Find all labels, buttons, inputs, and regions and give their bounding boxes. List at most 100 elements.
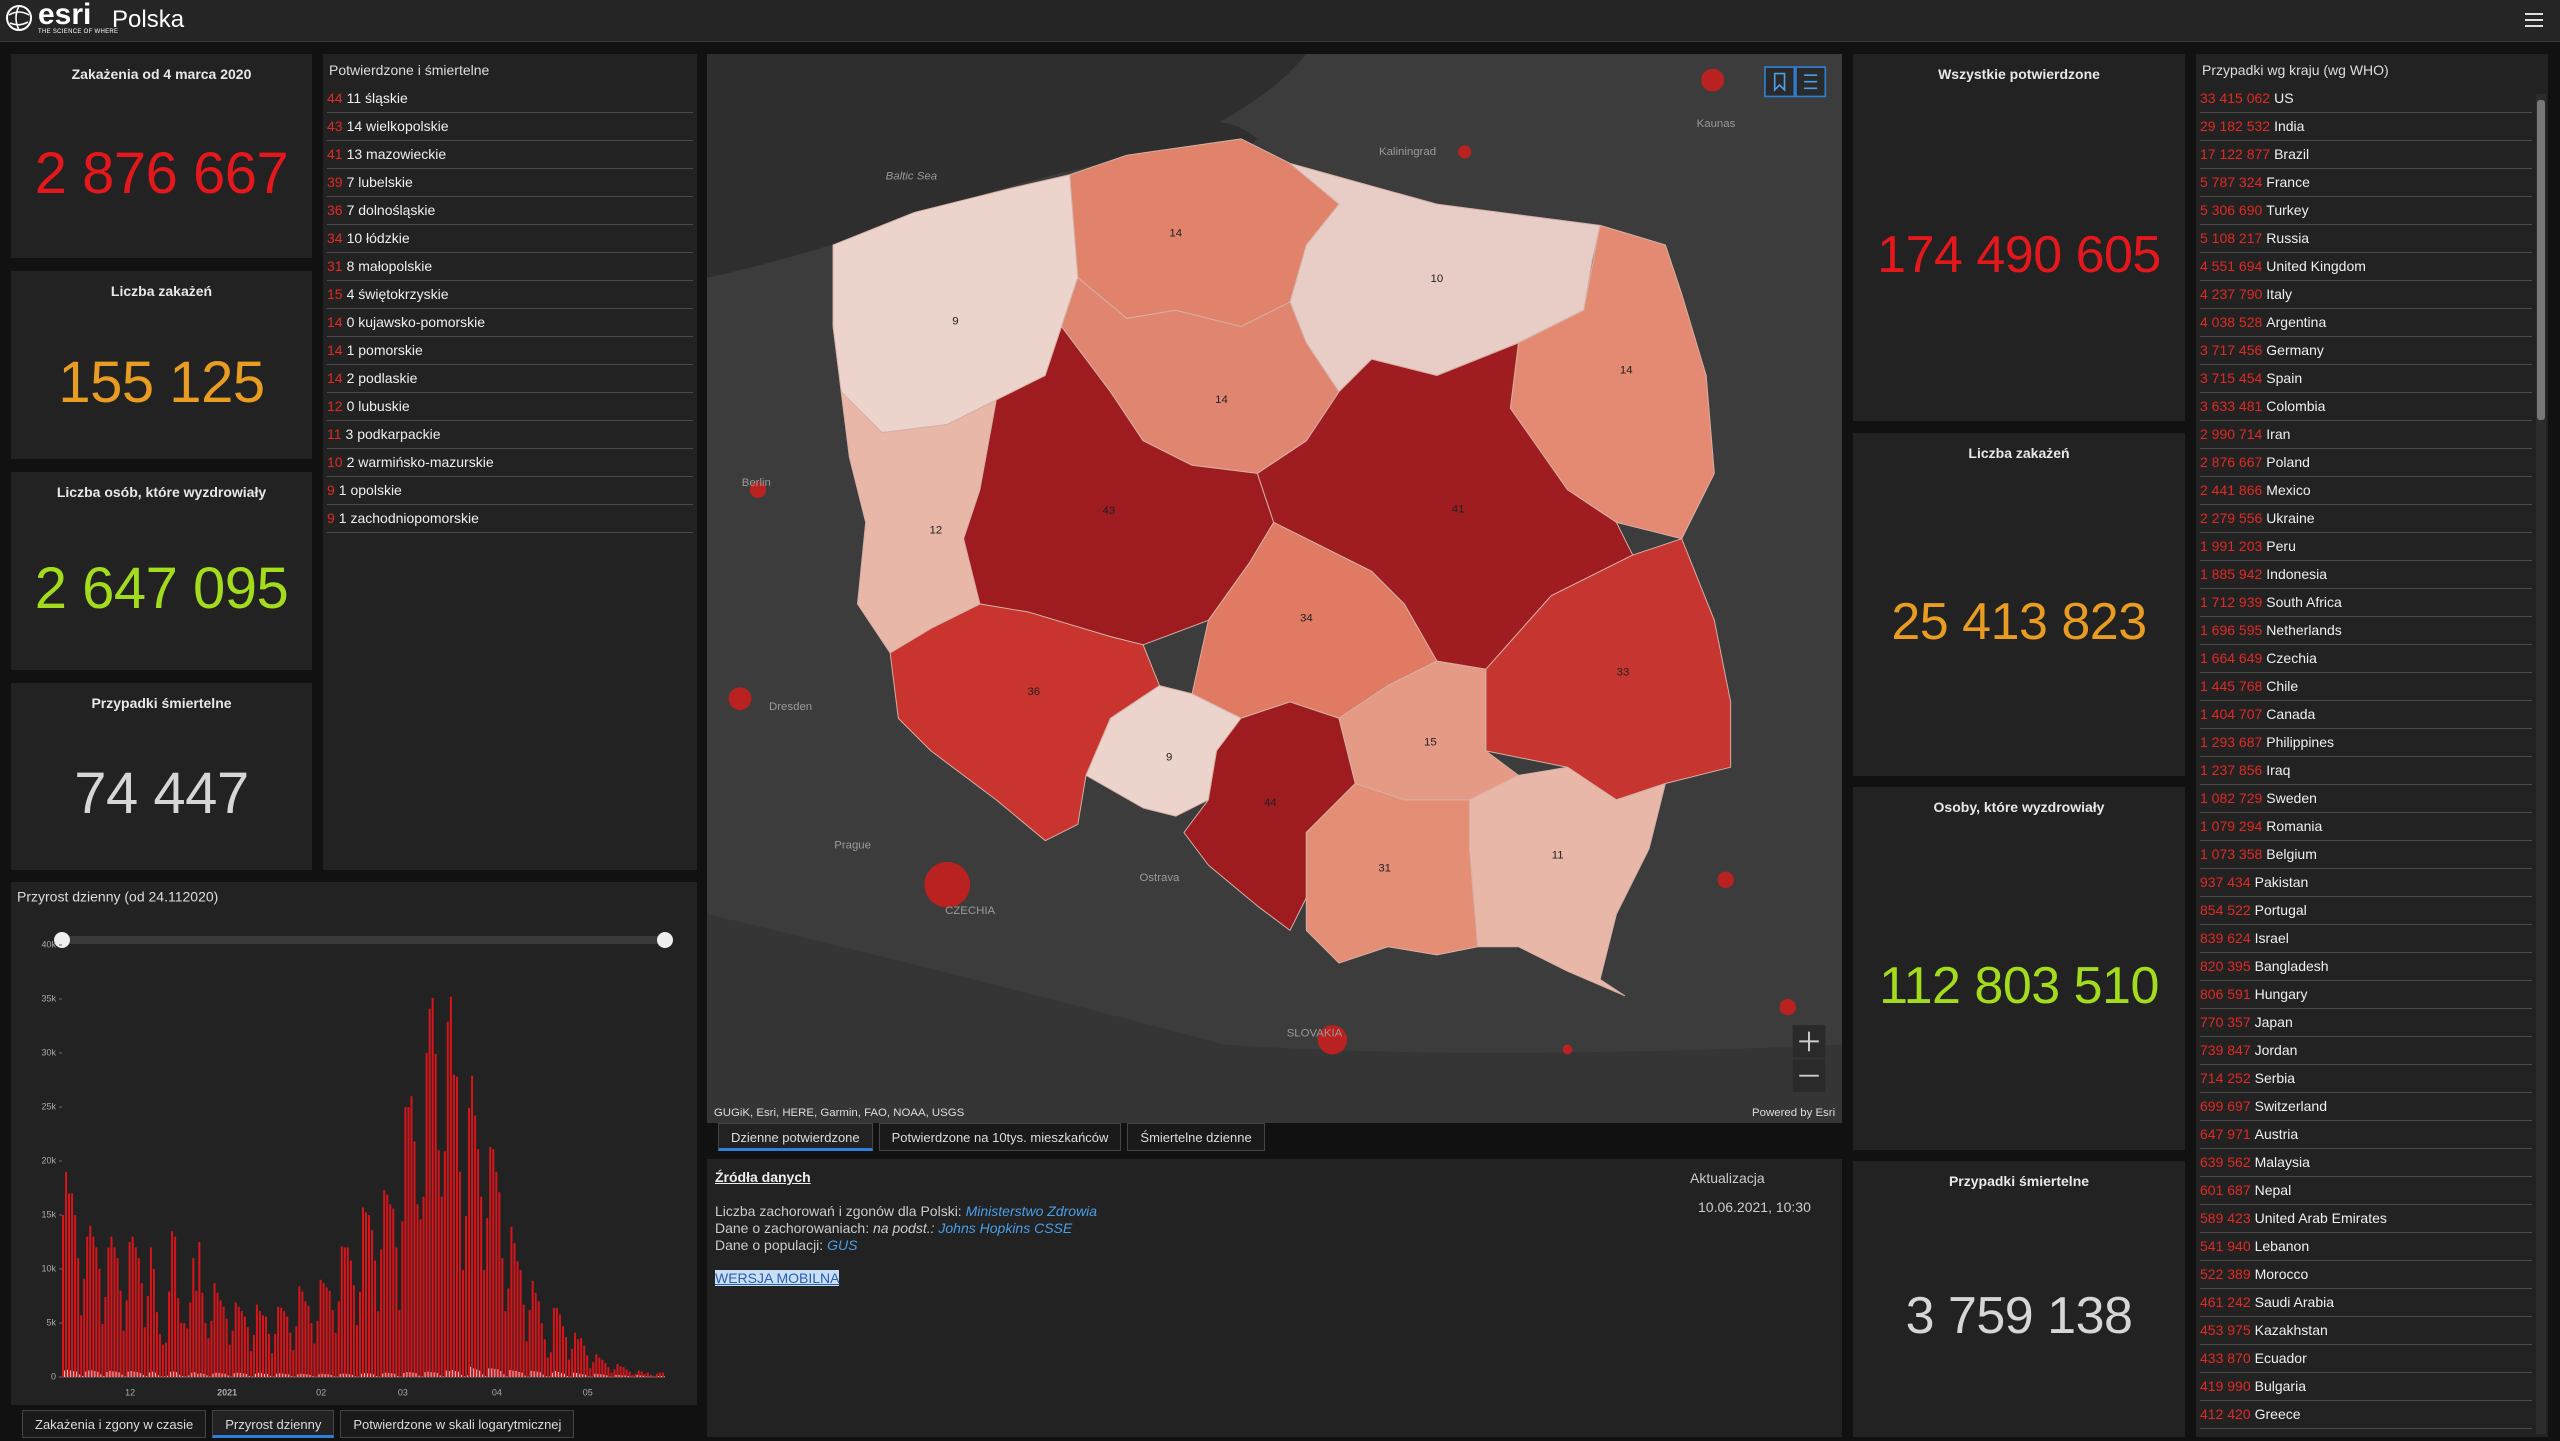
bar: [459, 1172, 461, 1377]
bar: [168, 1292, 170, 1377]
tab[interactable]: Śmiertelne dzienne: [1127, 1123, 1264, 1151]
bar: [237, 1373, 238, 1377]
bar: [479, 1371, 480, 1377]
bar: [258, 1373, 259, 1377]
region-label: 9: [1166, 751, 1172, 763]
bar: [353, 1285, 355, 1377]
bar: [223, 1307, 225, 1377]
country-name: Philippines: [2266, 734, 2334, 750]
bar: [119, 1372, 120, 1377]
region-text: 11 śląskie: [347, 90, 408, 106]
country-name: Lebanon: [2255, 1238, 2310, 1254]
bar: [659, 1373, 661, 1377]
tab[interactable]: Przyrost dzienny: [212, 1410, 334, 1438]
stat-value: 3 759 138: [1853, 1195, 2185, 1437]
tab[interactable]: Zakażenia i zgony w czasie: [22, 1410, 206, 1438]
bar: [397, 1376, 398, 1377]
time-slider[interactable]: [62, 936, 665, 944]
map[interactable]: 149101414124341343633944153111 Kaliningr…: [707, 54, 1842, 1123]
region-label: 34: [1300, 613, 1313, 625]
bar: [615, 1375, 616, 1377]
country-row: 3 633 481Colombia: [2200, 392, 2532, 421]
bar: [485, 1376, 486, 1377]
bar: [500, 1371, 501, 1377]
country-name: Morocco: [2255, 1266, 2309, 1282]
source-link[interactable]: GUS: [827, 1237, 857, 1253]
tab[interactable]: Dzienne potwierdzone: [718, 1123, 873, 1151]
country-value: 17 122 877: [2200, 146, 2270, 162]
bar: [247, 1327, 249, 1377]
map-panel[interactable]: 149101414124341343633944153111 Kaliningr…: [707, 54, 1842, 1123]
region-count: 12: [327, 398, 343, 414]
source-link[interactable]: Ministerstwo Zdrowia: [966, 1203, 1097, 1219]
country-row: 1 237 856Iraq: [2200, 756, 2532, 785]
bar: [658, 1376, 659, 1377]
x-tick-label: 03: [398, 1387, 408, 1397]
bar: [110, 1237, 112, 1377]
bar: [356, 1325, 358, 1377]
bar: [276, 1374, 277, 1377]
region-count: 10: [327, 454, 343, 470]
update-label: Aktualizacja: [1690, 1170, 1765, 1186]
bar: [374, 1260, 376, 1377]
region-count: 36: [327, 202, 343, 218]
bar: [543, 1375, 544, 1377]
bar: [171, 1231, 173, 1377]
bar: [295, 1326, 297, 1377]
country-value: 589 423: [2200, 1210, 2251, 1226]
country-name: India: [2274, 118, 2304, 134]
bar: [329, 1291, 331, 1377]
country-row: 739 847Jordan: [2200, 1036, 2532, 1065]
bar: [297, 1374, 298, 1377]
mobile-link[interactable]: WERSJA MOBILNA: [715, 1270, 839, 1286]
country-row: 33 415 062US: [2200, 84, 2532, 113]
bar: [309, 1375, 310, 1377]
country-value: 29 182 532: [2200, 118, 2270, 134]
region-count: 14: [327, 314, 343, 330]
bar: [535, 1293, 537, 1377]
stat-value: 2 876 667: [11, 88, 312, 258]
bar: [150, 1247, 152, 1377]
country-value: 433 870: [2200, 1350, 2251, 1366]
bookmarks-button[interactable]: [1765, 67, 1794, 96]
tab[interactable]: Potwierdzone w skali logarytmicznej: [340, 1410, 574, 1438]
bar: [464, 1376, 465, 1377]
menu-button[interactable]: [2522, 9, 2546, 31]
bar: [94, 1371, 95, 1377]
bar: [561, 1373, 562, 1377]
bar: [79, 1374, 80, 1377]
slider-handle[interactable]: [54, 932, 70, 948]
bar: [444, 1151, 446, 1377]
bar: [344, 1247, 346, 1377]
bar: [547, 1358, 549, 1377]
bar: [534, 1371, 535, 1377]
bar: [537, 1372, 538, 1377]
country-value: 1 073 358: [2200, 846, 2262, 862]
bar: [74, 1215, 76, 1377]
bar: [268, 1334, 270, 1377]
country-value: 739 847: [2200, 1042, 2251, 1058]
source-link[interactable]: Johns Hopkins CSSE: [938, 1220, 1072, 1236]
stat-label: Przypadki śmiertelne: [1853, 1173, 2185, 1189]
bar: [317, 1321, 319, 1377]
tab[interactable]: Potwierdzone na 10tys. mieszkańców: [879, 1123, 1122, 1151]
bar: [610, 1373, 612, 1377]
slider-handle[interactable]: [657, 932, 673, 948]
bar: [392, 1209, 394, 1377]
country-row: 2 279 556Ukraine: [2200, 504, 2532, 533]
bar: [204, 1323, 206, 1377]
bar: [491, 1368, 492, 1377]
bar: [482, 1374, 483, 1377]
bar: [559, 1314, 561, 1377]
bar: [585, 1375, 586, 1377]
region-count: 31: [327, 258, 343, 274]
region-label: 41: [1452, 503, 1465, 515]
bar: [62, 1215, 64, 1377]
scrollbar-thumb[interactable]: [2537, 100, 2545, 420]
region-text: 7 lubelskie: [347, 174, 413, 190]
bar: [64, 1371, 65, 1377]
panel-title: Przypadki wg kraju (wg WHO): [2202, 62, 2389, 78]
bar: [480, 1197, 482, 1377]
country-value: 4 237 790: [2200, 286, 2262, 302]
region-count: 43: [327, 118, 343, 134]
